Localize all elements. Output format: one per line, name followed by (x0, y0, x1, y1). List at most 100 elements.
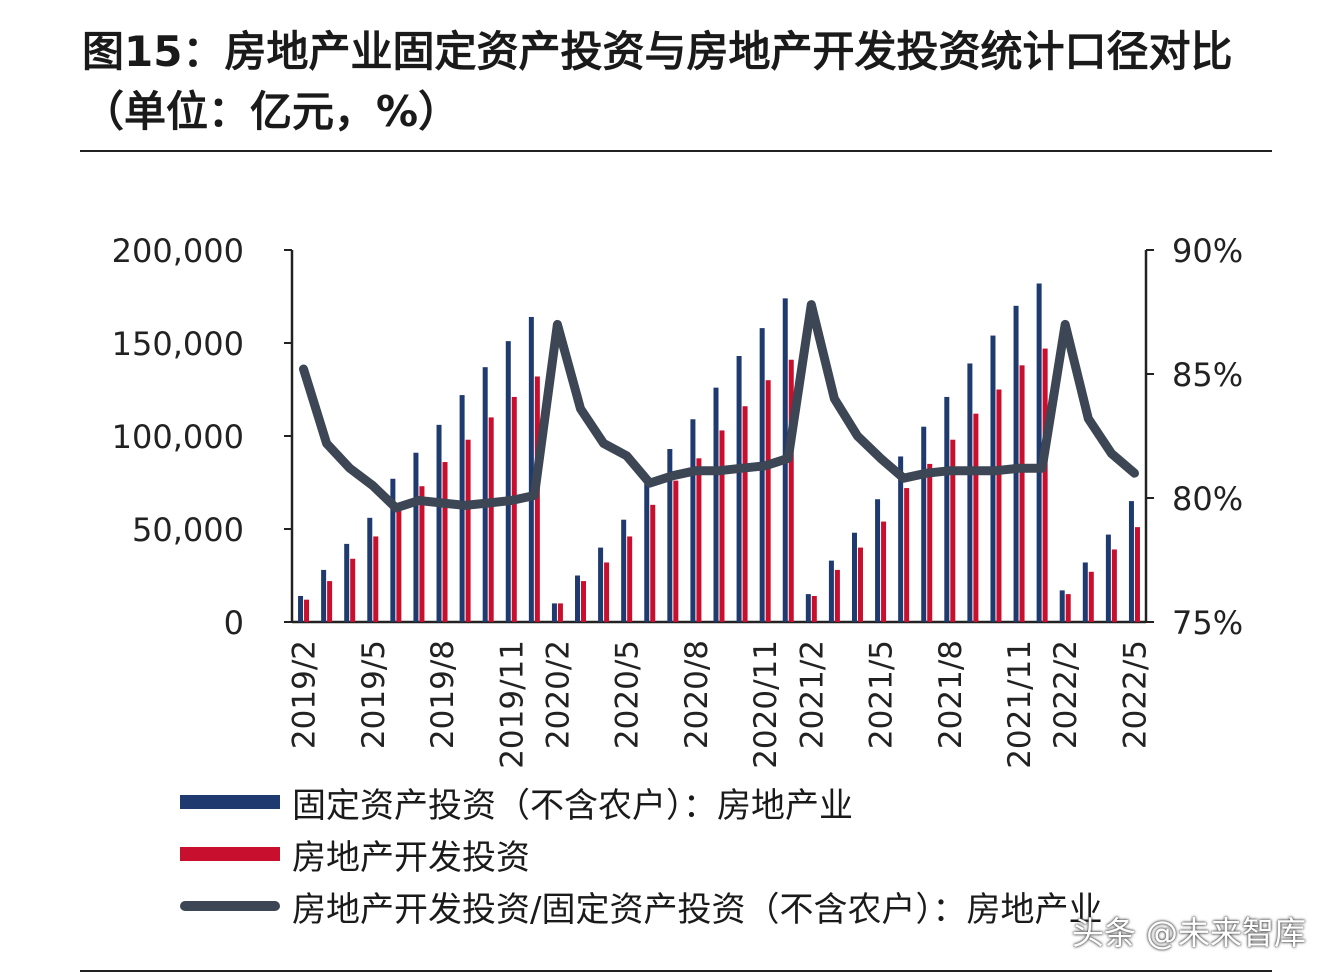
chart-y-tick-labels: 0 50,000 100,000 150,000 200,000 75% 80% 85% 90% (112, 232, 1243, 642)
bar-fixed-investment (875, 499, 881, 622)
bar-fixed-investment (390, 478, 396, 622)
page-title: 图15：房地产业固定资产投资与房地产开发投资统计口径对比（单位：亿元，%） (82, 27, 1233, 136)
bar-fixed-investment (598, 547, 604, 622)
bar-development-investment (857, 547, 863, 622)
bar-fixed-investment (1013, 305, 1019, 622)
bar-fixed-investment (944, 396, 950, 622)
bar-fixed-investment (321, 569, 327, 622)
x-tick-label: 2021/11 (1002, 640, 1038, 769)
bar-development-investment (973, 413, 979, 622)
bar-development-investment (627, 536, 633, 622)
left-y-tick-label: 100,000 (112, 418, 244, 456)
legend-item-development-investment: 房地产开发投资 (180, 834, 530, 878)
title-divider (80, 150, 1272, 152)
bar-fixed-investment (413, 452, 419, 622)
chart-ratio-line (299, 300, 1139, 513)
watermark: 头条 @未来智库 (1071, 914, 1306, 952)
bar-development-investment (927, 463, 933, 622)
bar-development-investment (419, 486, 425, 622)
bar-fixed-investment (805, 594, 811, 622)
legend-swatch-fixed-investment (180, 795, 280, 809)
bar-development-investment (996, 389, 1002, 622)
bar-fixed-investment (990, 335, 996, 622)
right-y-tick-label: 90% (1172, 232, 1243, 270)
bar-fixed-investment (828, 560, 834, 622)
x-tick-label: 2019/5 (356, 640, 392, 749)
bar-fixed-investment (482, 367, 488, 622)
chart-axes (284, 249, 1154, 624)
bar-development-investment (1065, 594, 1071, 622)
legend-swatch-ratio (180, 901, 280, 911)
right-y-tick-label: 75% (1172, 604, 1243, 642)
x-tick-label: 2019/2 (287, 640, 323, 749)
right-y-tick-label: 85% (1172, 356, 1243, 394)
bar-fixed-investment (505, 341, 511, 622)
bar-development-investment (1088, 571, 1094, 622)
bar-development-investment (788, 359, 794, 622)
legend-item-fixed-investment: 固定资产投资（不含农户）：房地产业 (180, 782, 853, 826)
bar-development-investment (488, 417, 494, 622)
bar-development-investment (950, 439, 956, 622)
bar-development-investment (604, 562, 610, 622)
bar-fixed-investment (621, 519, 627, 622)
bar-development-investment (581, 581, 587, 622)
bottom-divider (80, 970, 1272, 972)
bar-development-investment (442, 462, 448, 622)
bar-development-investment (350, 558, 356, 622)
x-tick-label: 2022/2 (1048, 640, 1084, 749)
bar-fixed-investment (759, 328, 765, 622)
x-tick-label: 2019/11 (494, 640, 530, 769)
legend-label-fixed-investment: 固定资产投资（不含农户）：房地产业 (292, 785, 853, 826)
bar-fixed-investment (851, 532, 857, 622)
bar-development-investment (650, 504, 656, 622)
bar-development-investment (834, 569, 840, 622)
chart-x-tick-labels: 2019/2 2019/5 2019/8 2019/11 2020/2 2020/5 202… (287, 640, 1154, 769)
bar-development-investment (904, 488, 910, 622)
bar-development-investment (765, 380, 771, 622)
bar-fixed-investment (528, 316, 534, 622)
legend-item-ratio: 房地产开发投资/固定资产投资（不含农户）：房地产业 (180, 886, 1102, 930)
legend-label-development-investment: 房地产开发投资 (292, 837, 530, 878)
ratio-line (299, 300, 1139, 513)
bar-fixed-investment (898, 456, 904, 622)
bar-fixed-investment (667, 449, 673, 622)
x-tick-label: 2020/2 (540, 640, 576, 749)
bar-development-investment (696, 458, 702, 622)
x-tick-label: 2021/2 (794, 640, 830, 749)
bar-fixed-investment (551, 603, 557, 622)
bar-development-investment (396, 506, 402, 622)
x-tick-label: 2022/5 (1117, 640, 1153, 749)
bar-development-investment (511, 396, 517, 622)
x-tick-label: 2021/8 (933, 640, 969, 749)
bar-development-investment (465, 439, 471, 622)
bar-fixed-investment (644, 482, 650, 622)
bar-fixed-investment (344, 543, 350, 622)
bar-fixed-investment (690, 419, 696, 622)
bar-development-investment (1019, 365, 1025, 622)
legend-label-ratio: 房地产开发投资/固定资产投资（不含农户）：房地产业 (292, 889, 1103, 930)
bar-fixed-investment (713, 387, 719, 622)
bar-development-investment (719, 430, 725, 622)
bar-development-investment (304, 599, 310, 622)
x-tick-label: 2019/8 (425, 640, 461, 749)
bar-fixed-investment (967, 363, 973, 622)
bar-development-investment (534, 376, 540, 622)
bar-fixed-investment (1105, 534, 1111, 622)
bar-development-investment (881, 521, 887, 622)
bar-fixed-investment (298, 595, 304, 622)
bar-development-investment (557, 603, 563, 622)
bar-fixed-investment (921, 426, 927, 622)
left-y-tick-label: 50,000 (132, 511, 244, 549)
left-y-tick-label: 150,000 (112, 325, 244, 363)
bar-fixed-investment (1059, 590, 1065, 622)
bar-fixed-investment (1036, 283, 1042, 622)
x-tick-label: 2021/5 (864, 640, 900, 749)
bar-development-investment (1042, 348, 1048, 622)
bar-fixed-investment (1128, 501, 1134, 622)
right-y-tick-label: 80% (1172, 480, 1243, 518)
bar-development-investment (373, 536, 379, 622)
legend-swatch-development-investment (180, 847, 280, 861)
bar-fixed-investment (367, 517, 373, 622)
bar-development-investment (742, 406, 748, 622)
